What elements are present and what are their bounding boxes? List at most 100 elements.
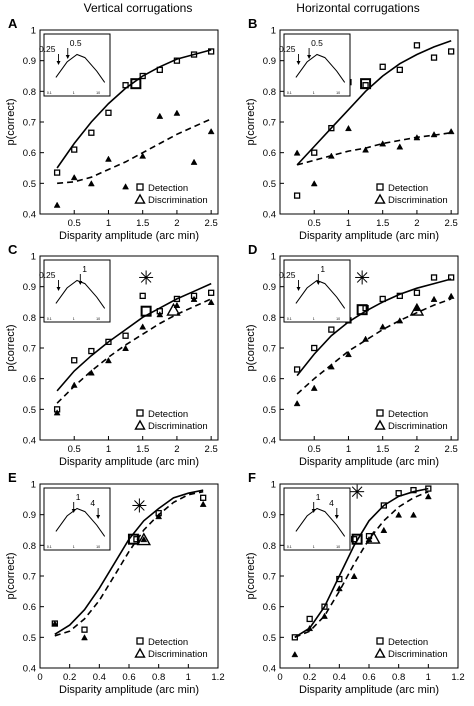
- y-tick-label: 0.7: [263, 572, 276, 583]
- x-tick-label: 2.5: [205, 444, 218, 455]
- inset-arrow-label: 0.25: [39, 44, 56, 54]
- y-axis-label: p(correct): [5, 552, 17, 599]
- legend-label: Discrimination: [388, 649, 448, 660]
- asterisk-stroke: [140, 272, 152, 283]
- inset-axis-label: 1: [73, 545, 75, 549]
- y-axis-label: p(correct): [5, 324, 17, 371]
- y-tick-label: 0.5: [23, 405, 36, 416]
- inset: 0.1 1 10 0.5 0.25: [39, 33, 111, 97]
- detection-point: [88, 347, 95, 355]
- discrimination-point: [139, 152, 147, 159]
- y-tick-label: 0.7: [23, 572, 36, 583]
- panel-label: F: [248, 470, 256, 485]
- threshold-marker-detection: [356, 304, 368, 316]
- discrimination-point: [70, 173, 78, 181]
- detection-fit-curve: [56, 282, 212, 392]
- inset-arrow-label: 1: [76, 492, 81, 502]
- discrimination-point: [327, 152, 335, 159]
- x-tick-label: 1: [426, 672, 431, 683]
- y-tick-label: 0.5: [263, 633, 276, 644]
- threshold-marker-detection: [140, 305, 152, 317]
- discrimination-point: [379, 323, 387, 330]
- x-tick-label: 1: [186, 672, 191, 683]
- detection-point: [105, 109, 112, 116]
- detection-point: [410, 486, 417, 494]
- y-tick-label: 0.8: [263, 87, 276, 98]
- y-tick-label: 0.9: [263, 56, 276, 67]
- inset: 0.1 1 10 1 0.25: [279, 259, 351, 323]
- x-tick-label: 1: [106, 444, 111, 455]
- discrimination-point: [53, 409, 61, 416]
- discrimination-point: [122, 183, 130, 190]
- inset-axis-label: 1: [313, 545, 315, 549]
- x-tick-label: 1.5: [136, 444, 149, 455]
- discrimination-point: [87, 369, 95, 376]
- y-tick-label: 0.5: [23, 633, 36, 644]
- inset-axis-label: 0.1: [47, 545, 52, 549]
- y-tick-label: 0.7: [23, 344, 36, 355]
- legend-label: Detection: [388, 183, 428, 194]
- inset-axis-label: 10: [336, 91, 340, 95]
- detection-point: [208, 289, 215, 296]
- y-tick-label: 0.6: [23, 602, 36, 613]
- legend-discrimination-marker: [134, 647, 146, 658]
- detection-point: [380, 502, 387, 509]
- detection-point: [430, 54, 438, 61]
- detection-point: [362, 82, 369, 89]
- detection-point: [430, 274, 438, 281]
- detection-point: [173, 57, 181, 64]
- detection-fit-curve: [296, 278, 452, 377]
- inset-frame: [43, 33, 111, 97]
- threshold-marker-detection: [360, 78, 372, 90]
- inset-axis-label: 0.1: [287, 317, 292, 321]
- asterisk-marker: [132, 498, 147, 513]
- x-tick-label: 0.2: [303, 672, 316, 683]
- legend-label: Detection: [388, 637, 428, 648]
- inset-axis-label: 1: [313, 91, 315, 95]
- discrimination-fit-curve: [57, 118, 212, 185]
- discrimination-point: [81, 634, 88, 641]
- inset-frame: [43, 259, 111, 323]
- discrimination-point: [327, 363, 335, 370]
- detection-point: [71, 146, 78, 153]
- x-axis-label: Disparity amplitude (arc min): [59, 230, 199, 242]
- x-tick-label: 2.5: [445, 218, 458, 229]
- detection-point: [156, 66, 163, 74]
- x-tick-label: 0.8: [392, 672, 405, 683]
- x-tick-label: 2.5: [445, 444, 458, 455]
- discrimination-fit-curve: [56, 298, 212, 404]
- detection-fit-curve: [296, 39, 452, 166]
- y-tick-label: 1: [271, 26, 276, 37]
- y-tick-label: 0.7: [263, 118, 276, 129]
- detection-point: [379, 295, 386, 303]
- detection-point: [88, 129, 95, 136]
- discrimination-point: [430, 131, 438, 138]
- inset-curve: [295, 507, 346, 537]
- y-tick-label: 0.8: [263, 313, 276, 324]
- y-tick-label: 0.9: [23, 56, 36, 67]
- y-tick-label: 0.4: [23, 664, 36, 675]
- y-tick-label: 0.6: [263, 602, 276, 613]
- y-axis-label: p(correct): [245, 98, 257, 145]
- x-tick-label: 0.8: [152, 672, 165, 683]
- inset: 0.1 1 10 1 0.25: [39, 259, 111, 323]
- legend-label: Detection: [148, 183, 188, 194]
- discrimination-point: [199, 500, 207, 507]
- legend-detection-marker: [376, 637, 384, 645]
- x-axis-label: Disparity amplitude (arc min): [299, 684, 439, 696]
- detection-point: [293, 192, 301, 199]
- discrimination-point: [87, 180, 95, 187]
- panel-f: F0.40.50.60.70.80.910 0.2 0.4 0.6 0.8 1 1.2Dis…: [245, 470, 465, 696]
- y-tick-label: 0.8: [263, 541, 276, 552]
- discrimination-point: [379, 140, 387, 147]
- x-axis-label: Disparity amplitude (arc min): [59, 456, 199, 468]
- inset-arrow-head: [96, 515, 101, 519]
- discrimination-point: [447, 127, 455, 135]
- detection-point: [321, 603, 328, 610]
- x-tick-label: 0.2: [63, 672, 76, 683]
- threshold-marker-detection: [351, 533, 363, 545]
- y-tick-label: 0.6: [23, 374, 36, 385]
- panels: A 0.4 0.5 0.6 0.7 0.8 0.9 1 0.5 1 1.5 2 2.5 Disparity…: [5, 16, 465, 696]
